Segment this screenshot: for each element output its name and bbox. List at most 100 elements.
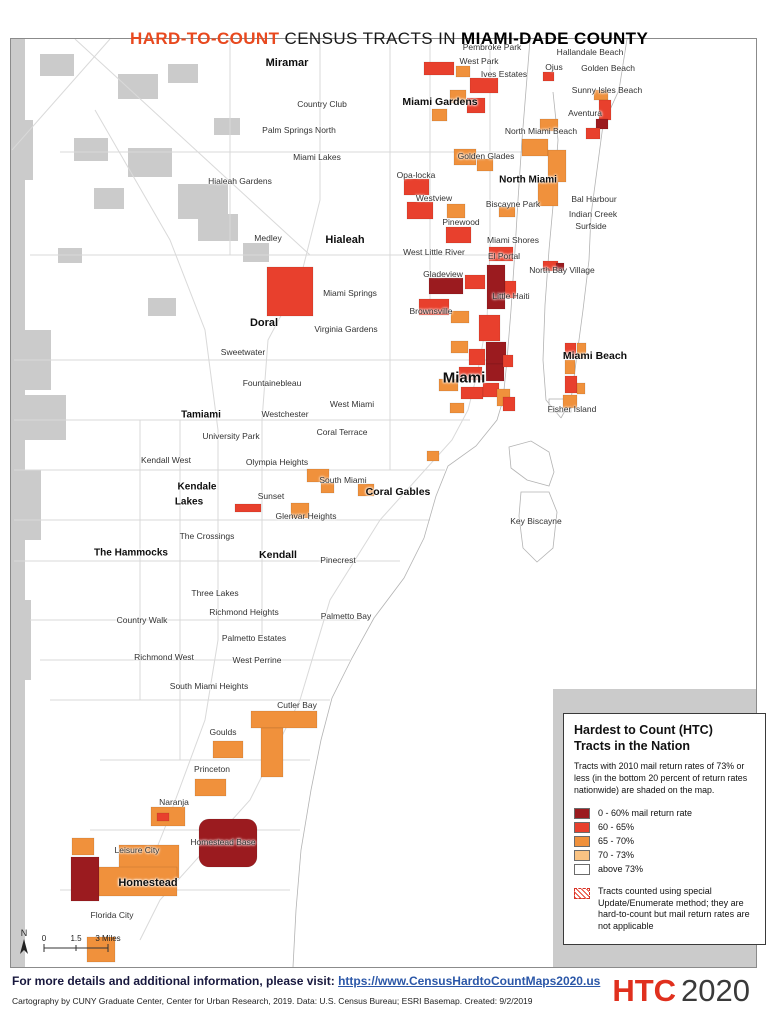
census-tract: [445, 226, 472, 244]
census-tract: [306, 468, 330, 483]
census-tract: [418, 298, 450, 316]
legend-swatch-icon: [574, 863, 590, 875]
north-label: N: [21, 928, 28, 938]
census-tract: [426, 450, 440, 462]
legend-item-label: 60 - 65%: [598, 822, 635, 833]
census-tract: [403, 178, 430, 196]
legend-item: above 73%: [574, 863, 755, 875]
census-tract: [453, 148, 477, 166]
footer-info-text: For more details and additional informat…: [12, 974, 339, 988]
legend-items: 0 - 60% mail return rate 60 - 65% 65 - 70%…: [574, 807, 755, 875]
page-title: HARD-TO-COUNT CENSUS TRACTS IN MIAMI-DAD…: [0, 0, 768, 48]
census-tract: [431, 108, 448, 122]
scale-bar: 0 1.5 3 Miles: [42, 934, 121, 952]
hatch-swatch-icon: [574, 887, 590, 899]
legend-hatch-label: Tracts counted using special Update/Enum…: [598, 885, 750, 931]
census-tract: [428, 277, 464, 295]
census-tract: [476, 158, 494, 172]
footer-credits: Cartography by CUNY Graduate Center, Cen…: [12, 996, 533, 1006]
legend-swatch-icon: [574, 835, 590, 847]
north-arrow-icon: N: [20, 928, 28, 954]
census-tract: [423, 61, 455, 76]
htc-2020-logo: HTC 2020: [612, 975, 750, 1006]
footer: For more details and additional informat…: [0, 969, 768, 1024]
census-tract: [212, 740, 244, 759]
census-tract: [466, 97, 486, 114]
footer-info: For more details and additional informat…: [12, 974, 600, 988]
census-tract: [502, 396, 516, 412]
census-tract: [449, 402, 465, 414]
scale-label-mid: 1.5: [70, 934, 82, 943]
census-tract: [555, 262, 565, 272]
census-tract: [585, 127, 601, 140]
census-tract: [260, 727, 284, 778]
census-tract: [70, 856, 100, 902]
scale-label-0: 0: [42, 934, 47, 943]
census-tract: [194, 778, 227, 797]
census-tract: [502, 354, 514, 368]
legend-title-line1: Hardest to Count (HTC): [574, 723, 713, 737]
census-tract: [460, 386, 484, 400]
census-tract: [478, 314, 501, 342]
census-tract: [450, 340, 469, 354]
census-tract: [458, 366, 483, 381]
title-hard-to-count: HARD-TO-COUNT: [130, 29, 280, 48]
census-tract: [537, 179, 559, 207]
legend-description: Tracts with 2010 mail return rates of 73…: [574, 761, 748, 795]
census-tract: [539, 118, 559, 132]
census-tract: [464, 274, 486, 290]
census-tract: [598, 99, 612, 121]
census-tract: [320, 482, 335, 494]
legend-title-line2: Tracts in the Nation: [574, 738, 690, 753]
census-tract: [266, 266, 314, 317]
census-tract: [250, 710, 318, 729]
census-tract: [156, 812, 170, 822]
census-tract: [86, 936, 116, 963]
legend-item: 0 - 60% mail return rate: [574, 807, 755, 819]
census-tract: [564, 342, 577, 359]
legend-item: 65 - 70%: [574, 835, 755, 847]
logo-year-text: 2020: [681, 973, 750, 1008]
census-htc-maps-link[interactable]: https://www.CensusHardtoCountMaps2020.us: [338, 974, 601, 988]
legend-title: Hardest to Count (HTC) Tracts in the Nat…: [574, 723, 755, 754]
census-tract: [449, 89, 467, 104]
scale-label-max: 3 Miles: [95, 934, 120, 943]
census-tract: [504, 280, 517, 299]
census-tract: [455, 65, 471, 78]
census-tract: [564, 359, 576, 375]
census-tract: [450, 310, 470, 324]
census-tract: [593, 89, 609, 101]
census-tract: [488, 246, 514, 262]
census-tract: [71, 837, 95, 856]
census-tract: [482, 382, 500, 398]
legend-swatch-icon: [574, 821, 590, 833]
title-census-tracts-in: CENSUS TRACTS IN: [279, 29, 462, 48]
census-tract: [198, 818, 258, 868]
census-tract: [290, 502, 310, 519]
census-tract: [486, 264, 506, 310]
census-tract: [576, 382, 586, 395]
census-tracts-layer: [70, 61, 612, 963]
census-tract: [542, 71, 555, 82]
census-tract: [438, 378, 459, 392]
legend-item: 70 - 73%: [574, 849, 755, 861]
census-tract: [446, 203, 466, 219]
census-tract: [498, 206, 516, 218]
census-tract: [485, 363, 505, 382]
legend: Hardest to Count (HTC) Tracts in the Nat…: [563, 713, 766, 945]
census-tract: [98, 866, 178, 897]
legend-swatch-icon: [574, 849, 590, 861]
census-tract: [521, 138, 549, 157]
legend-item-label: above 73%: [598, 864, 644, 875]
census-tract: [357, 483, 375, 497]
legend-item: 60 - 65%: [574, 821, 755, 833]
census-tract: [595, 118, 609, 130]
census-tract: [547, 149, 567, 183]
legend-item-label: 70 - 73%: [598, 850, 635, 861]
census-tract: [576, 342, 587, 359]
census-tract: [468, 348, 486, 366]
legend-swatch-icon: [574, 807, 590, 819]
census-tract: [469, 77, 499, 94]
logo-htc-text: HTC: [612, 973, 677, 1008]
census-tract: [234, 503, 262, 513]
